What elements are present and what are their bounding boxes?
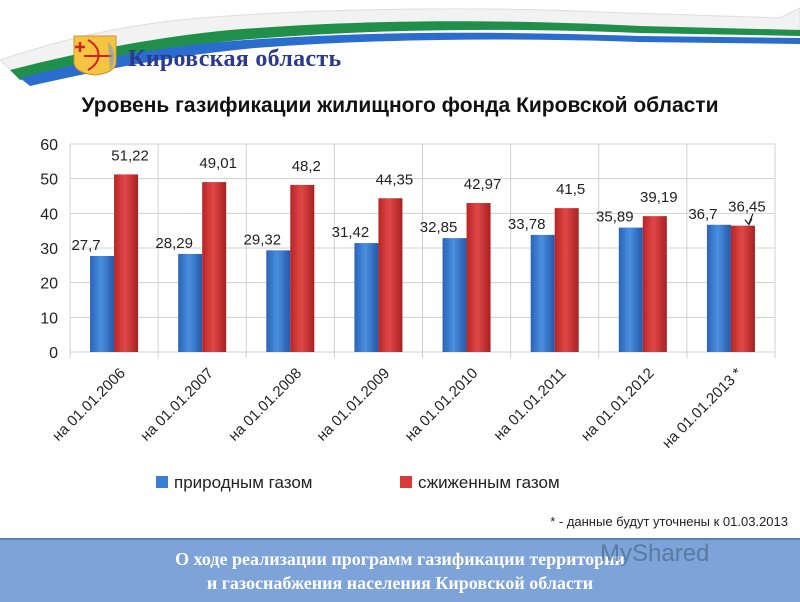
region-title: Кировская область xyxy=(128,46,342,72)
x-tick-label: на 01.01.2007 xyxy=(137,365,217,445)
x-tick-label: на 01.01.2009 xyxy=(313,365,393,445)
bar-chart: 0 10 20 30 40 50 60 27,7 51,22 на 01.01.2006 28,29… xyxy=(40,137,776,492)
data-label: 28,29 xyxy=(155,235,193,252)
data-label: 35,89 xyxy=(596,209,634,226)
bar-liquefied-gas xyxy=(642,216,667,352)
footer-line-2: и газоснабжения населения Кировской обла… xyxy=(206,573,594,593)
data-label: 29,32 xyxy=(244,231,282,248)
watermark: MyShared xyxy=(600,540,710,567)
bar-liquefied-gas xyxy=(114,174,139,352)
y-tick-label: 60 xyxy=(40,137,58,154)
x-tick-label: на 01.01.2013 * xyxy=(659,365,746,452)
bar-liquefied-gas xyxy=(378,198,403,352)
annotation-arrow-icon xyxy=(744,213,754,226)
data-label: 41,5 xyxy=(556,181,585,198)
x-tick-label: на 01.01.2012 xyxy=(578,365,658,445)
bar-liquefied-gas xyxy=(290,184,315,352)
bar-liquefied-gas xyxy=(554,208,579,352)
data-label: 32,85 xyxy=(420,219,458,236)
data-label: 48,2 xyxy=(292,158,321,175)
legend-swatch-liquefied-gas xyxy=(400,476,412,488)
x-tick-label: на 01.01.2008 xyxy=(225,365,305,445)
x-tick-label: на 01.01.2011 xyxy=(490,365,569,444)
data-label: 27,7 xyxy=(71,237,100,254)
data-label: 44,35 xyxy=(376,171,414,188)
bar-liquefied-gas xyxy=(466,203,491,352)
legend-swatch-natural-gas xyxy=(156,476,168,488)
data-label: 31,42 xyxy=(332,224,370,241)
header-ribbon xyxy=(0,7,800,86)
bar-natural-gas xyxy=(442,238,467,352)
bar-natural-gas xyxy=(178,253,203,352)
bar-liquefied-gas xyxy=(202,182,227,352)
chart-title: Уровень газификации жилищного фонда Киро… xyxy=(81,94,719,117)
bar-natural-gas xyxy=(618,227,643,352)
coat-of-arms-icon xyxy=(73,35,117,76)
data-label: 36,45 xyxy=(728,199,766,216)
y-tick-label: 20 xyxy=(40,276,58,293)
footer-banner: О ходе реализации программ газификации т… xyxy=(0,538,800,602)
y-tick-label: 40 xyxy=(40,206,58,223)
y-tick-label: 0 xyxy=(49,345,58,362)
data-label: 49,01 xyxy=(199,155,237,172)
data-label: 51,22 xyxy=(111,147,149,164)
y-tick-label: 30 xyxy=(40,241,58,258)
bar-natural-gas xyxy=(530,234,555,352)
data-label: 42,97 xyxy=(464,176,502,193)
x-tick-label: на 01.01.2006 xyxy=(49,365,129,445)
legend-label-liquefied-gas: сжиженным газом xyxy=(418,473,560,492)
bar-natural-gas xyxy=(266,250,291,352)
y-tick-label: 10 xyxy=(40,310,58,327)
bar-natural-gas xyxy=(354,243,379,352)
data-label: 36,7 xyxy=(688,206,717,223)
bar-natural-gas xyxy=(90,255,115,352)
footnote: * - данные будут уточнены к 01.03.2013 xyxy=(550,514,788,529)
bar-natural-gas xyxy=(706,224,731,352)
bar-liquefied-gas xyxy=(730,225,755,352)
x-tick-label: на 01.01.2010 xyxy=(402,365,482,445)
footer-line-1: О ходе реализации программ газификации т… xyxy=(175,549,625,569)
y-tick-label: 50 xyxy=(40,172,58,189)
data-label: 39,19 xyxy=(640,189,678,206)
legend-label-natural-gas: природным газом xyxy=(174,473,312,492)
data-label: 33,78 xyxy=(508,216,546,233)
